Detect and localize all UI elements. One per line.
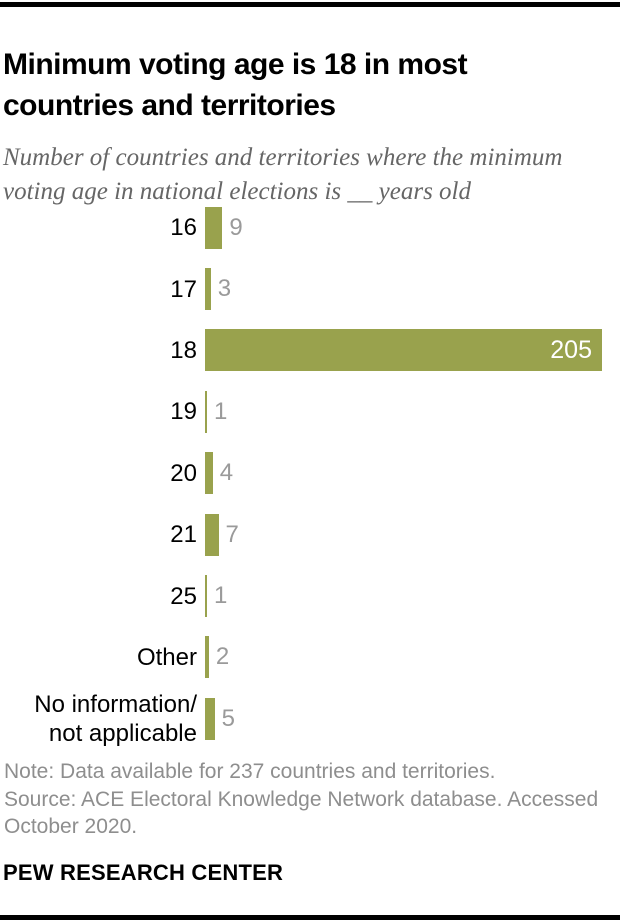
note-text: Note: Data available for 237 countries a…	[4, 760, 496, 783]
chart-title: Minimum voting age is 18 in most countri…	[3, 48, 468, 123]
category-label: 20	[170, 459, 197, 487]
bar-track: 7	[205, 513, 620, 556]
category-label: Other	[136, 643, 197, 671]
category-label: 18	[170, 336, 197, 364]
category-label: 19	[170, 398, 197, 426]
category-label: 25	[170, 582, 197, 610]
bar-track: 1	[205, 575, 620, 618]
bottom-divider	[0, 915, 620, 920]
bar	[205, 390, 207, 433]
value-label: 1	[214, 397, 228, 425]
category-label: No information/ not applicable	[34, 690, 197, 747]
bar-row: Other 2	[0, 627, 620, 688]
bar	[205, 513, 219, 556]
bar-row: No information/ not applicable 5	[0, 688, 620, 749]
bar: 205	[205, 329, 602, 372]
value-label: 3	[217, 275, 232, 303]
bar-row: 19 1	[0, 381, 620, 442]
bar-track: 5	[205, 697, 620, 740]
value-label: 9	[229, 213, 243, 241]
bar	[205, 206, 223, 249]
bar-track: 3	[205, 268, 620, 311]
bar-row: 21 7	[0, 504, 620, 565]
chart-subtitle: Number of countries and territories wher…	[3, 144, 563, 205]
bar-chart: 16 9 17 3 18 205 19 1 20 4 21 7 25 1 Other 2 No informat…	[0, 197, 620, 750]
notes-block: Note: Data available for 237 countries a…	[4, 758, 604, 841]
value-label: 7	[225, 520, 239, 548]
source-text: Source: ACE Electoral Knowledge Network …	[4, 787, 599, 839]
category-label: 21	[170, 521, 197, 549]
value-label: 2	[215, 643, 230, 671]
value-label: 4	[219, 459, 234, 487]
value-label: 1	[214, 582, 228, 610]
bar-row: 25 1	[0, 565, 620, 626]
bar	[205, 636, 209, 679]
brand-footer: PEW RESEARCH CENTER	[3, 860, 284, 885]
category-label: 17	[170, 275, 197, 303]
bar-row: 18 205	[0, 320, 620, 381]
bar	[205, 452, 213, 495]
bar-track: 2	[205, 636, 620, 679]
bar	[205, 697, 215, 740]
value-label: 205	[550, 335, 592, 364]
top-divider	[0, 2, 620, 7]
bar	[205, 268, 211, 311]
bar-track: 9	[205, 206, 620, 249]
bar-track: 1	[205, 390, 620, 433]
bar-row: 20 4	[0, 443, 620, 504]
bar-track: 205	[205, 329, 620, 372]
value-label: 5	[221, 704, 236, 732]
bar	[205, 575, 207, 618]
bar-track: 4	[205, 452, 620, 495]
bar-row: 17 3	[0, 258, 620, 319]
bar-row: 16 9	[0, 197, 620, 258]
category-label: 16	[170, 214, 197, 242]
